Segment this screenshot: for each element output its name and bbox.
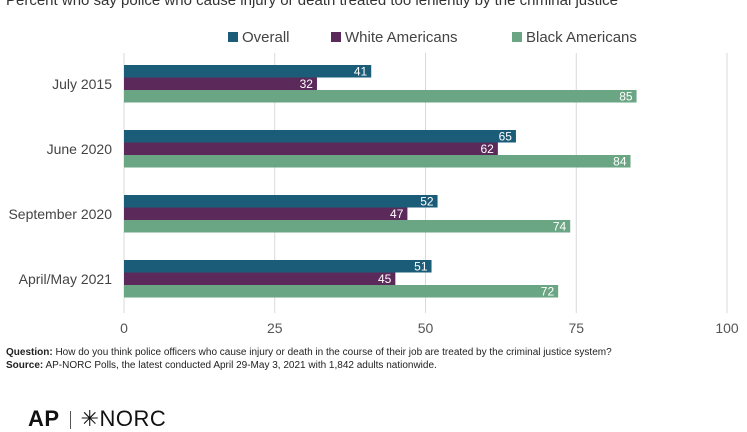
legend-swatch-1 (331, 32, 341, 42)
data-label-0-3: 51 (414, 260, 428, 274)
question-label: Question: (6, 347, 53, 358)
logo-divider (69, 411, 71, 430)
legend-label-1: White Americans (345, 29, 458, 46)
footnote: Question: How do you think police office… (6, 346, 612, 372)
source-text: AP-NORC Polls, the latest conducted Apri… (45, 360, 437, 371)
category-label-0: July 2015 (52, 76, 112, 92)
bar-1-2 (124, 207, 408, 220)
bar-chart: Overall White Americans Black Americans 41… (8, 29, 739, 336)
norc-logo: ✳NORC (80, 406, 167, 431)
category-label-3: April/May 2021 (19, 271, 113, 287)
x-tick-label-0: 0 (120, 320, 128, 336)
source-line: Source: AP-NORC Polls, the latest conduc… (6, 359, 612, 372)
bar-1-3 (124, 272, 396, 285)
logos: AP ✳NORC (28, 406, 166, 432)
bar-2-2 (124, 220, 571, 233)
bar-0-1 (124, 130, 516, 143)
data-label-2-1: 84 (613, 155, 627, 169)
question-line: Question: How do you think police office… (6, 346, 612, 359)
x-tick-label-50: 50 (418, 320, 434, 336)
data-label-1-2: 47 (390, 207, 404, 221)
data-label-1-0: 32 (300, 77, 314, 91)
data-label-0-0: 41 (354, 65, 368, 79)
bar-2-0 (124, 90, 637, 103)
data-label-1-3: 45 (378, 272, 392, 286)
bars: 41 32 85 65 62 84 52 47 74 51 45 72 (124, 65, 637, 299)
source-label: Source: (6, 360, 44, 371)
bar-1-1 (124, 142, 498, 155)
question-text: How do you think police officers who cau… (55, 347, 612, 358)
data-label-2-2: 74 (553, 220, 567, 234)
x-tick-label-75: 75 (568, 320, 584, 336)
bar-2-1 (124, 155, 631, 168)
data-label-2-0: 85 (619, 90, 633, 104)
data-label-0-1: 65 (499, 130, 513, 144)
x-tick-label-100: 100 (715, 320, 739, 336)
chart-title: Percent who say police who cause injury … (6, 0, 618, 9)
data-label-1-1: 62 (481, 142, 495, 156)
x-tick-labels: 0 25 50 75 100 (120, 320, 739, 336)
legend-label-2: Black Americans (526, 29, 637, 46)
legend-swatch-0 (228, 32, 238, 42)
x-tick-label-25: 25 (267, 320, 283, 336)
legend-label-0: Overall (242, 29, 290, 46)
ap-logo: AP (28, 406, 60, 431)
data-label-2-3: 72 (541, 285, 555, 299)
category-labels: July 2015 June 2020 September 2020 April/Ma… (8, 76, 112, 287)
bar-0-0 (124, 65, 372, 78)
bar-2-3 (124, 285, 559, 298)
category-label-1: June 2020 (47, 141, 113, 157)
bar-0-2 (124, 195, 438, 208)
bar-0-3 (124, 260, 432, 273)
bar-1-0 (124, 77, 317, 90)
data-label-0-2: 52 (420, 195, 434, 209)
legend-swatch-2 (512, 32, 522, 42)
legend: Overall White Americans Black Americans (228, 29, 637, 46)
category-label-2: September 2020 (8, 206, 112, 222)
